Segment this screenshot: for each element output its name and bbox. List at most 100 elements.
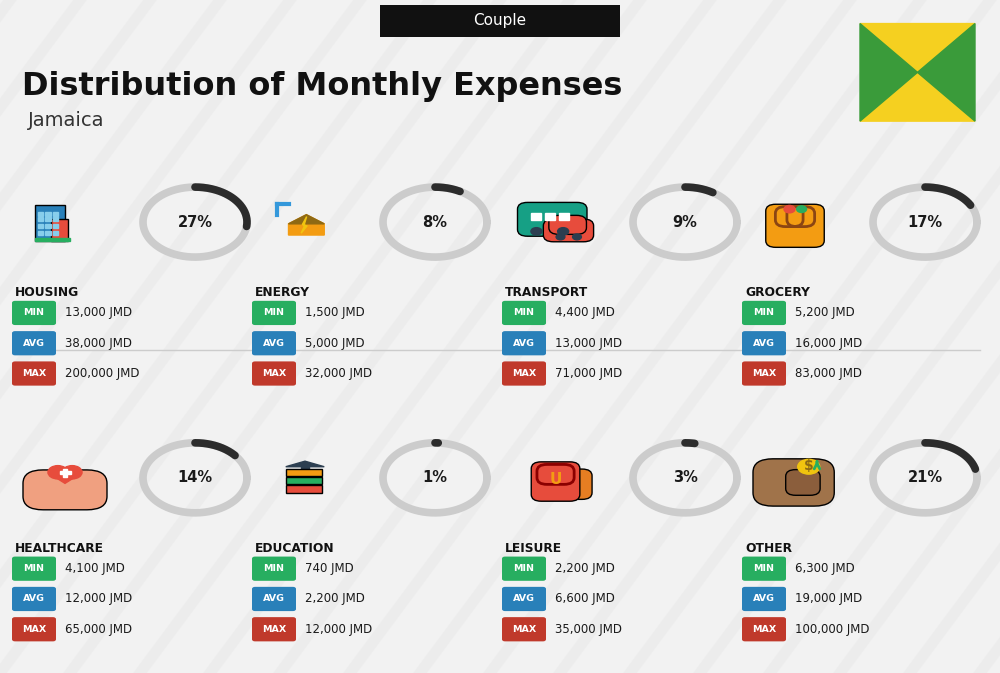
- Text: 17%: 17%: [907, 215, 943, 229]
- FancyBboxPatch shape: [549, 215, 586, 234]
- FancyBboxPatch shape: [12, 587, 56, 611]
- Text: MAX: MAX: [22, 369, 46, 378]
- FancyBboxPatch shape: [742, 557, 786, 581]
- Polygon shape: [288, 215, 324, 224]
- Text: 71,000 JMD: 71,000 JMD: [555, 367, 622, 380]
- Text: 5,000 JMD: 5,000 JMD: [305, 336, 365, 350]
- Bar: [45, 212, 51, 216]
- Text: AVG: AVG: [263, 339, 285, 348]
- FancyBboxPatch shape: [286, 485, 322, 493]
- Text: 21%: 21%: [907, 470, 943, 485]
- Text: AVG: AVG: [23, 339, 45, 348]
- Bar: [53, 224, 58, 228]
- FancyBboxPatch shape: [380, 5, 620, 37]
- Text: AVG: AVG: [23, 594, 45, 604]
- Text: 35,000 JMD: 35,000 JMD: [555, 623, 622, 636]
- Text: 2,200 JMD: 2,200 JMD: [305, 592, 365, 606]
- Polygon shape: [860, 24, 918, 121]
- Text: HOUSING: HOUSING: [15, 286, 79, 299]
- FancyBboxPatch shape: [766, 204, 824, 248]
- Text: MIN: MIN: [514, 308, 534, 318]
- Text: 200,000 JMD: 200,000 JMD: [65, 367, 140, 380]
- Bar: [531, 213, 541, 220]
- Text: $: $: [804, 459, 814, 473]
- Text: 13,000 JMD: 13,000 JMD: [555, 336, 622, 350]
- Text: 8%: 8%: [422, 215, 448, 229]
- Text: 27%: 27%: [178, 215, 212, 229]
- FancyBboxPatch shape: [502, 361, 546, 386]
- Text: 12,000 JMD: 12,000 JMD: [65, 592, 132, 606]
- Text: MAX: MAX: [752, 625, 776, 634]
- Bar: [45, 217, 51, 221]
- Text: 83,000 JMD: 83,000 JMD: [795, 367, 862, 380]
- FancyBboxPatch shape: [252, 301, 296, 325]
- FancyBboxPatch shape: [252, 331, 296, 355]
- FancyBboxPatch shape: [51, 219, 68, 241]
- Text: MIN: MIN: [24, 308, 44, 318]
- FancyBboxPatch shape: [252, 361, 296, 386]
- Circle shape: [48, 466, 68, 479]
- Bar: [559, 213, 569, 220]
- Text: HEALTHCARE: HEALTHCARE: [15, 542, 104, 555]
- Text: 12,000 JMD: 12,000 JMD: [305, 623, 372, 636]
- Text: 32,000 JMD: 32,000 JMD: [305, 367, 372, 380]
- Circle shape: [573, 234, 581, 240]
- FancyBboxPatch shape: [286, 477, 322, 485]
- Text: 100,000 JMD: 100,000 JMD: [795, 623, 870, 636]
- FancyBboxPatch shape: [502, 617, 546, 641]
- Bar: [53, 231, 58, 236]
- FancyBboxPatch shape: [742, 301, 786, 325]
- Text: TRANSPORT: TRANSPORT: [505, 286, 588, 299]
- Text: MIN: MIN: [264, 564, 285, 573]
- Bar: [38, 217, 43, 221]
- Text: MIN: MIN: [754, 564, 774, 573]
- Text: 4,100 JMD: 4,100 JMD: [65, 562, 125, 575]
- Text: OTHER: OTHER: [745, 542, 792, 555]
- FancyBboxPatch shape: [252, 587, 296, 611]
- Text: 5,200 JMD: 5,200 JMD: [795, 306, 855, 320]
- FancyBboxPatch shape: [12, 361, 56, 386]
- FancyBboxPatch shape: [742, 361, 786, 386]
- Text: AVG: AVG: [513, 339, 535, 348]
- Bar: [53, 212, 58, 216]
- Circle shape: [531, 227, 542, 235]
- Text: 13,000 JMD: 13,000 JMD: [65, 306, 132, 320]
- Text: MAX: MAX: [752, 369, 776, 378]
- FancyBboxPatch shape: [502, 587, 546, 611]
- FancyBboxPatch shape: [742, 587, 786, 611]
- Text: 14%: 14%: [177, 470, 213, 485]
- Bar: [38, 231, 43, 236]
- FancyBboxPatch shape: [35, 205, 65, 241]
- Bar: [38, 224, 43, 228]
- FancyBboxPatch shape: [12, 557, 56, 581]
- Text: 1%: 1%: [422, 470, 448, 485]
- Text: MIN: MIN: [264, 308, 285, 318]
- Polygon shape: [918, 24, 975, 121]
- Text: MIN: MIN: [754, 308, 774, 318]
- Polygon shape: [860, 73, 975, 121]
- Text: Jamaica: Jamaica: [28, 111, 104, 130]
- Text: AVG: AVG: [753, 594, 775, 604]
- FancyBboxPatch shape: [252, 617, 296, 641]
- Text: 38,000 JMD: 38,000 JMD: [65, 336, 132, 350]
- Bar: [45, 224, 51, 228]
- Bar: [63, 469, 67, 476]
- FancyBboxPatch shape: [742, 331, 786, 355]
- Text: 4,400 JMD: 4,400 JMD: [555, 306, 615, 320]
- FancyBboxPatch shape: [12, 331, 56, 355]
- FancyBboxPatch shape: [252, 557, 296, 581]
- Text: MIN: MIN: [514, 564, 534, 573]
- Circle shape: [558, 227, 569, 235]
- Text: MAX: MAX: [262, 625, 286, 634]
- Text: Distribution of Monthly Expenses: Distribution of Monthly Expenses: [22, 71, 622, 102]
- Circle shape: [798, 459, 820, 474]
- Text: AVG: AVG: [513, 594, 535, 604]
- FancyBboxPatch shape: [12, 617, 56, 641]
- Text: ENERGY: ENERGY: [255, 286, 310, 299]
- Polygon shape: [301, 217, 307, 233]
- Text: 1,500 JMD: 1,500 JMD: [305, 306, 365, 320]
- Text: 9%: 9%: [673, 215, 697, 229]
- Text: Couple: Couple: [473, 13, 527, 28]
- Text: 2,200 JMD: 2,200 JMD: [555, 562, 615, 575]
- Polygon shape: [288, 215, 324, 235]
